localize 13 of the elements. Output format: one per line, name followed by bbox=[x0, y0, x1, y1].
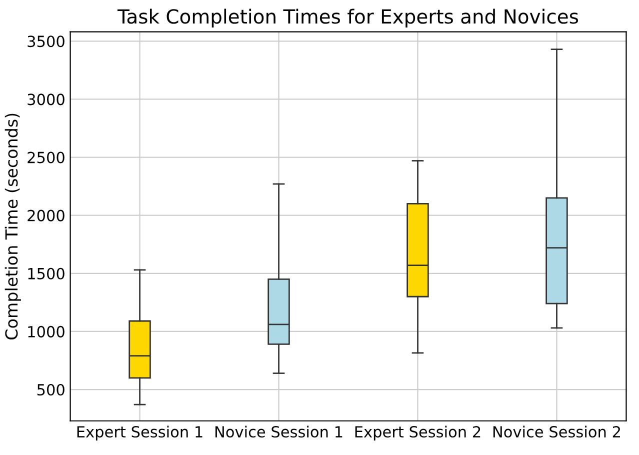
y-tick-label: 2000 bbox=[28, 210, 64, 222]
x-tick-label: Expert Session 2 bbox=[355, 426, 480, 441]
x-tick-label: Novice Session 1 bbox=[215, 426, 342, 438]
x-tick-label: Expert Session 1 bbox=[77, 426, 202, 441]
y-tick-label: 3500 bbox=[28, 36, 64, 48]
y-tick-label: 1000 bbox=[28, 326, 64, 338]
x-tick-label: Novice Session 2 bbox=[493, 426, 620, 438]
chart-title: Task Completion Times for Experts and Novices bbox=[117, 8, 578, 28]
y-tick-label: 500 bbox=[37, 384, 64, 396]
y-tick-label: 2500 bbox=[28, 152, 64, 164]
y-axis-title: Completion Time (seconds) bbox=[4, 114, 21, 340]
y-tick-label: 3000 bbox=[28, 94, 64, 106]
y-tick-label: 1500 bbox=[28, 268, 64, 280]
